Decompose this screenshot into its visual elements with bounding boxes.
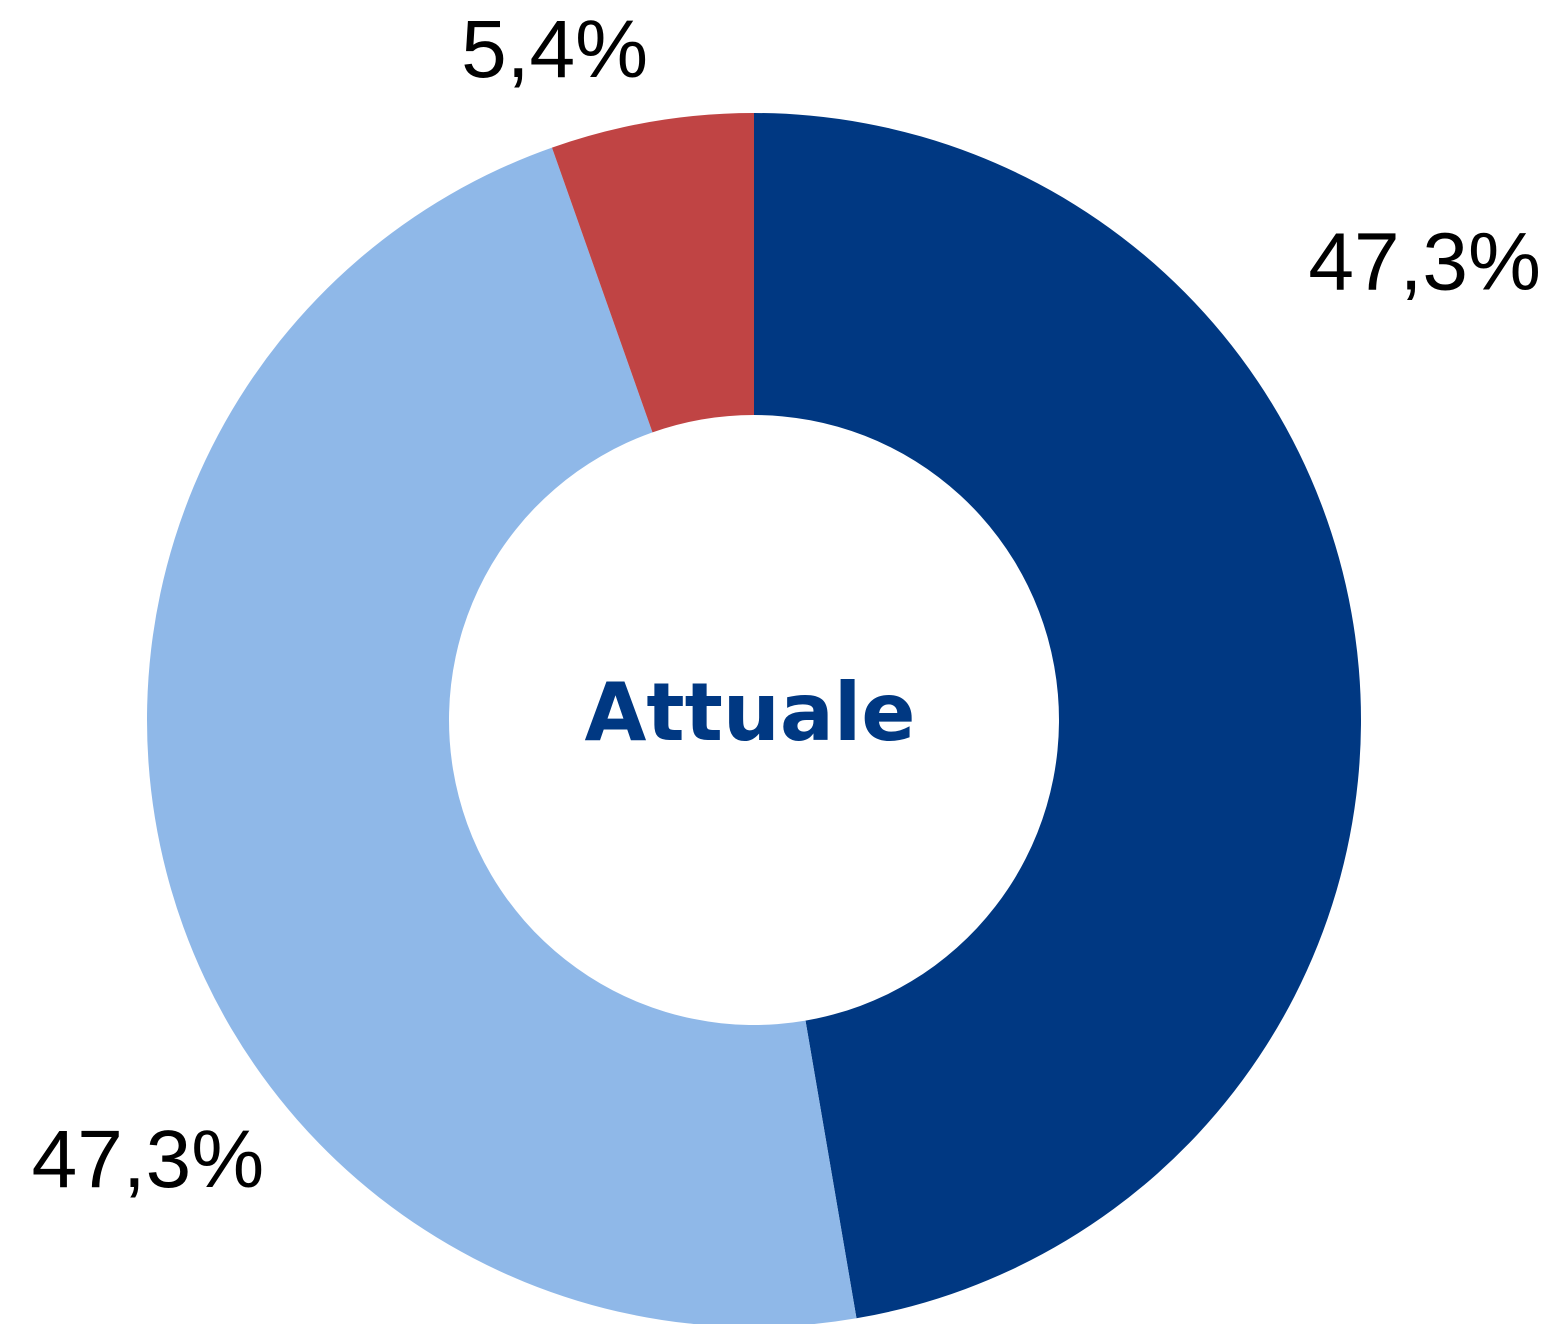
data-label: 47,3% [1308, 216, 1541, 307]
data-label: 5,4% [461, 4, 648, 95]
slice [754, 113, 1361, 1319]
data-label: 47,3% [32, 1114, 265, 1205]
slice [551, 113, 754, 433]
slice [147, 147, 857, 1324]
center-title: Attuale [584, 666, 915, 759]
slices [147, 113, 1361, 1324]
